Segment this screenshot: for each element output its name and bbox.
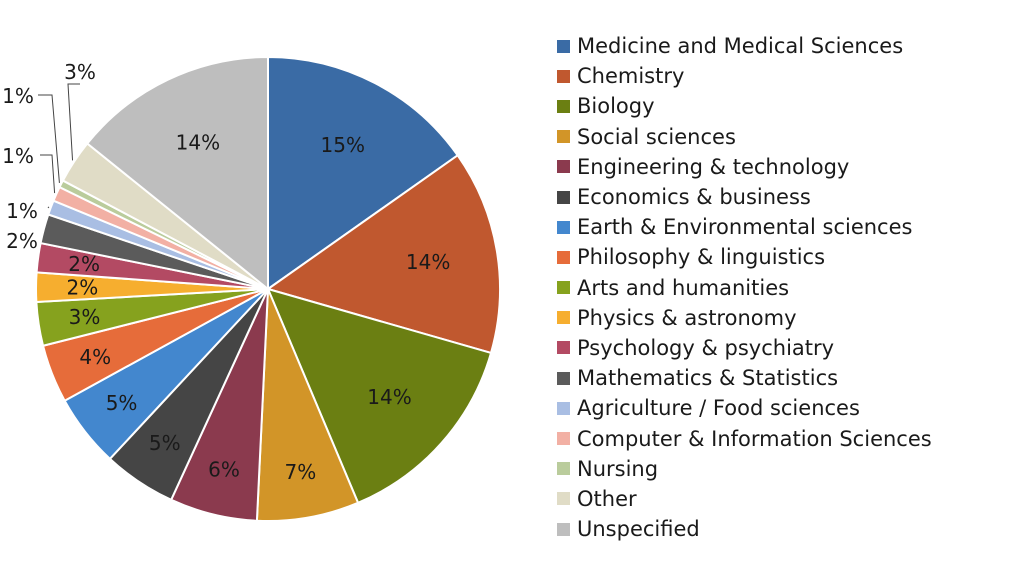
data-label-earth-environmental-sciences: 5% xyxy=(106,391,138,415)
legend-item-biology: Biology xyxy=(557,91,932,121)
legend-swatch xyxy=(557,311,570,325)
legend-item-physics-astronomy: Physics & astronomy xyxy=(557,303,932,333)
legend-item-earth-environmental-sciences: Earth & Environmental sciences xyxy=(557,212,932,242)
data-label-psychology-psychiatry: 2% xyxy=(68,252,100,276)
legend-label: Earth & Environmental sciences xyxy=(577,215,913,240)
legend-label: Medicine and Medical Sciences xyxy=(577,34,904,59)
data-label-arts-and-humanities: 3% xyxy=(69,305,101,329)
legend-swatch xyxy=(557,250,570,264)
legend-item-philosophy-linguistics: Philosophy & linguistics xyxy=(557,242,932,272)
legend-item-economics-business: Economics & business xyxy=(557,182,932,212)
legend-label: Mathematics & Statistics xyxy=(577,366,839,391)
data-label-social-sciences: 7% xyxy=(285,460,317,484)
legend-label: Agriculture / Food sciences xyxy=(577,396,860,421)
legend-label: Physics & astronomy xyxy=(577,305,797,330)
legend-item-computer-information-sciences: Computer & Information Sciences xyxy=(557,423,932,453)
data-label-computer-information-sciences: 1% xyxy=(2,144,34,168)
legend-swatch xyxy=(557,220,570,234)
legend-item-chemistry: Chemistry xyxy=(557,61,932,91)
legend-swatch xyxy=(557,190,570,204)
legend-item-medicine-and-medical-sciences: Medicine and Medical Sciences xyxy=(557,31,932,61)
pie-slice-social-sciences xyxy=(255,288,360,522)
data-label-agriculture-food-sciences: 1% xyxy=(6,199,38,223)
data-label-medicine-and-medical-sciences: 15% xyxy=(321,133,365,157)
data-label-biology: 14% xyxy=(367,385,411,409)
legend-swatch xyxy=(557,492,570,506)
legend-item-social-sciences: Social sciences xyxy=(557,122,932,152)
data-label-unspecified: 14% xyxy=(176,131,220,155)
pie-plot: 15%14%14%7%6%5%5%4%3%2%2%2%1%1%1%3%14% xyxy=(2,55,501,522)
legend-label: Philosophy & linguistics xyxy=(577,245,826,270)
legend-label: Computer & Information Sciences xyxy=(577,426,932,451)
data-label-chemistry: 14% xyxy=(406,250,450,274)
legend-label: Chemistry xyxy=(577,64,685,89)
pie-slice-biology xyxy=(266,287,493,505)
legend-swatch xyxy=(557,401,570,415)
data-label-other: 3% xyxy=(64,60,96,84)
legend-swatch xyxy=(557,39,570,53)
legend-item-arts-and-humanities: Arts and humanities xyxy=(557,273,932,303)
legend-swatch xyxy=(557,341,570,355)
leader-line-other xyxy=(67,83,80,161)
legend-label: Engineering & technology xyxy=(577,154,850,179)
legend: Medicine and Medical Sciences Chemistry Bi… xyxy=(557,31,932,544)
legend-label: Biology xyxy=(577,94,655,119)
leader-line-agriculture-food-sciences xyxy=(47,206,50,209)
legend-swatch xyxy=(557,462,570,476)
legend-swatch xyxy=(557,432,570,446)
legend-item-agriculture-food-sciences: Agriculture / Food sciences xyxy=(557,393,932,423)
data-label-mathematics-statistics: 2% xyxy=(6,229,38,253)
legend-item-unspecified: Unspecified xyxy=(557,514,932,544)
leader-line-nursing xyxy=(38,94,60,183)
legend-swatch xyxy=(557,281,570,295)
legend-label: Psychology & psychiatry xyxy=(577,335,835,360)
legend-swatch xyxy=(557,522,570,536)
legend-label: Nursing xyxy=(577,456,659,481)
data-label-philosophy-linguistics: 4% xyxy=(79,345,111,369)
legend-item-nursing: Nursing xyxy=(557,454,932,484)
data-label-economics-business: 5% xyxy=(149,431,181,455)
legend-label: Other xyxy=(577,486,637,511)
data-label-nursing: 1% xyxy=(2,84,34,108)
legend-label: Economics & business xyxy=(577,185,811,210)
legend-item-mathematics-statistics: Mathematics & Statistics xyxy=(557,363,932,393)
leader-line-computer-information-sciences xyxy=(40,154,56,194)
legend-item-psychology-psychiatry: Psychology & psychiatry xyxy=(557,333,932,363)
legend-swatch xyxy=(557,160,570,174)
pie-slice-medicine-and-medical-sciences xyxy=(267,55,460,291)
data-label-engineering-technology: 6% xyxy=(208,457,240,481)
legend-swatch xyxy=(557,130,570,144)
legend-label: Unspecified xyxy=(577,517,700,542)
legend-item-engineering-technology: Engineering & technology xyxy=(557,152,932,182)
pie-slice-unspecified xyxy=(85,55,269,292)
legend-label: Social sciences xyxy=(577,124,736,149)
legend-item-other: Other xyxy=(557,484,932,514)
legend-swatch xyxy=(557,99,570,113)
legend-label: Arts and humanities xyxy=(577,275,790,300)
legend-swatch xyxy=(557,69,570,83)
legend-swatch xyxy=(557,371,570,385)
data-label-physics-astronomy: 2% xyxy=(67,276,99,300)
pie-slice-chemistry xyxy=(265,153,501,355)
